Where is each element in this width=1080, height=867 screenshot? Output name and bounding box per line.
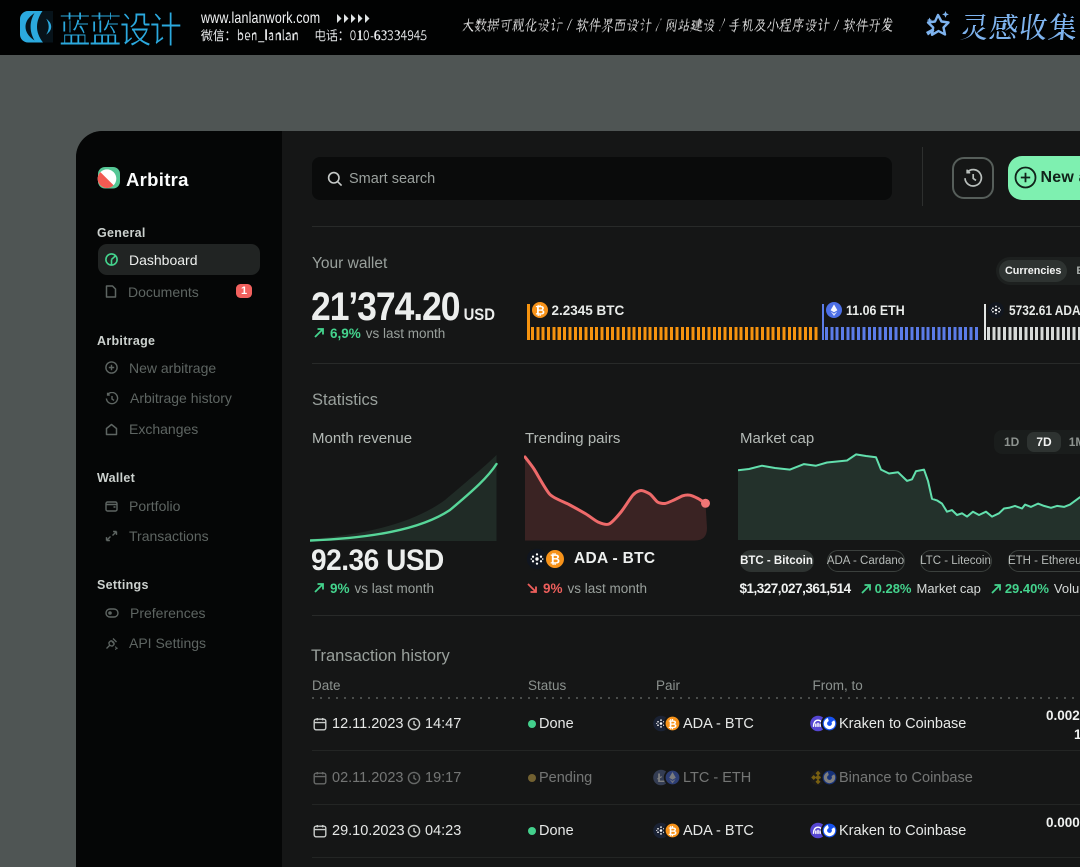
svg-text:₿: ₿: [668, 826, 677, 838]
svg-text:₿: ₿: [668, 719, 677, 731]
svg-text:₿: ₿: [535, 303, 545, 317]
svg-text:₿: ₿: [550, 552, 560, 566]
svg-text:Ł: Ł: [657, 771, 664, 785]
